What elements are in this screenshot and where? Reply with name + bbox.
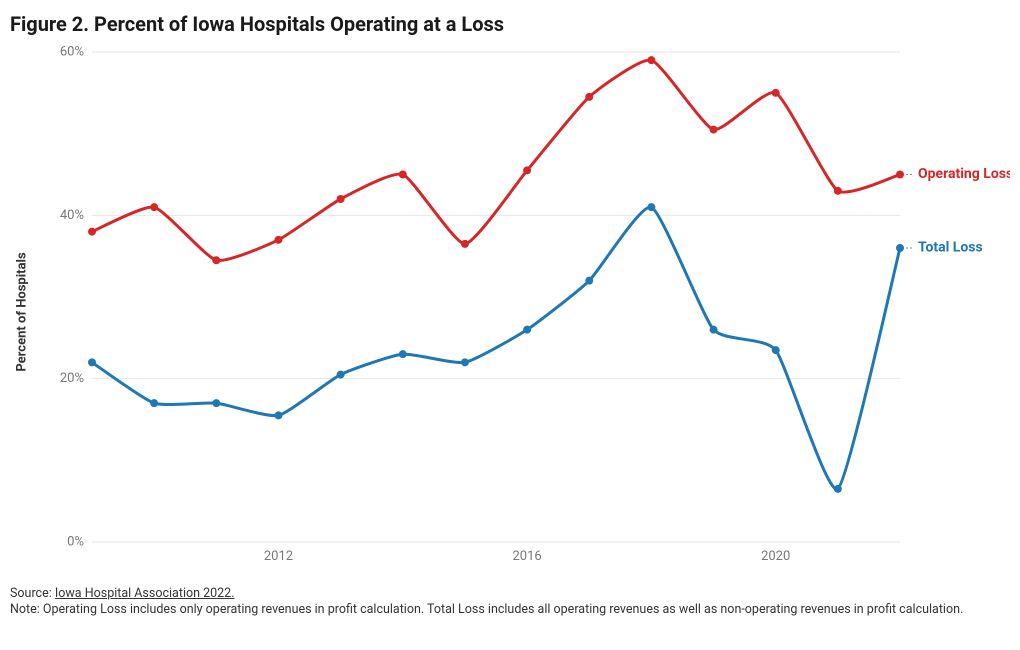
x-tick-label: 2020 [761,549,790,564]
series-marker-operating_loss [88,228,96,236]
series-marker-operating_loss [896,171,904,179]
series-label-total_loss: Total Loss [918,240,983,256]
series-marker-total_loss [523,326,531,334]
series-marker-total_loss [772,346,780,354]
series-line-operating_loss [92,60,900,261]
series-marker-total_loss [274,411,282,419]
y-tick-label: 0% [67,534,84,549]
x-tick-label: 2012 [264,549,293,564]
series-marker-total_loss [896,244,904,252]
chart-footnotes: Source: Iowa Hospital Association 2022. … [10,586,1010,617]
note-text: Note: Operating Loss includes only opera… [10,602,963,617]
series-marker-total_loss [585,277,593,285]
series-marker-total_loss [212,399,220,407]
source-link[interactable]: Iowa Hospital Association 2022. [55,586,235,601]
series-marker-total_loss [834,485,842,493]
series-marker-operating_loss [461,240,469,248]
series-marker-operating_loss [399,171,407,179]
chart-title: Figure 2. Percent of Iowa Hospitals Oper… [10,12,1010,36]
series-marker-operating_loss [150,203,158,211]
x-tick-label: 2016 [512,549,541,564]
series-marker-total_loss [150,399,158,407]
series-marker-total_loss [647,203,655,211]
series-marker-operating_loss [647,56,655,64]
chart-plot: Percent of Hospitals 0%20%40%60%20122016… [10,42,1010,582]
series-marker-operating_loss [274,236,282,244]
y-tick-label: 40% [60,208,84,223]
y-tick-label: 20% [60,371,84,386]
series-marker-operating_loss [212,256,220,264]
y-tick-label: 60% [60,44,84,59]
series-marker-total_loss [337,371,345,379]
series-marker-operating_loss [585,93,593,101]
series-marker-operating_loss [834,187,842,195]
series-marker-operating_loss [523,166,531,174]
series-marker-operating_loss [337,195,345,203]
series-marker-total_loss [461,358,469,366]
series-marker-operating_loss [710,126,718,134]
chart-svg: 0% 20% 40% 60% 2012 2016 2020 Operating Loss Tot… [10,42,1010,582]
series-label-operating_loss: Operating Loss [918,166,1010,182]
source-prefix: Source: [10,586,55,601]
series-marker-total_loss [710,326,718,334]
series-marker-total_loss [88,358,96,366]
series-marker-total_loss [399,350,407,358]
series-marker-operating_loss [772,89,780,97]
